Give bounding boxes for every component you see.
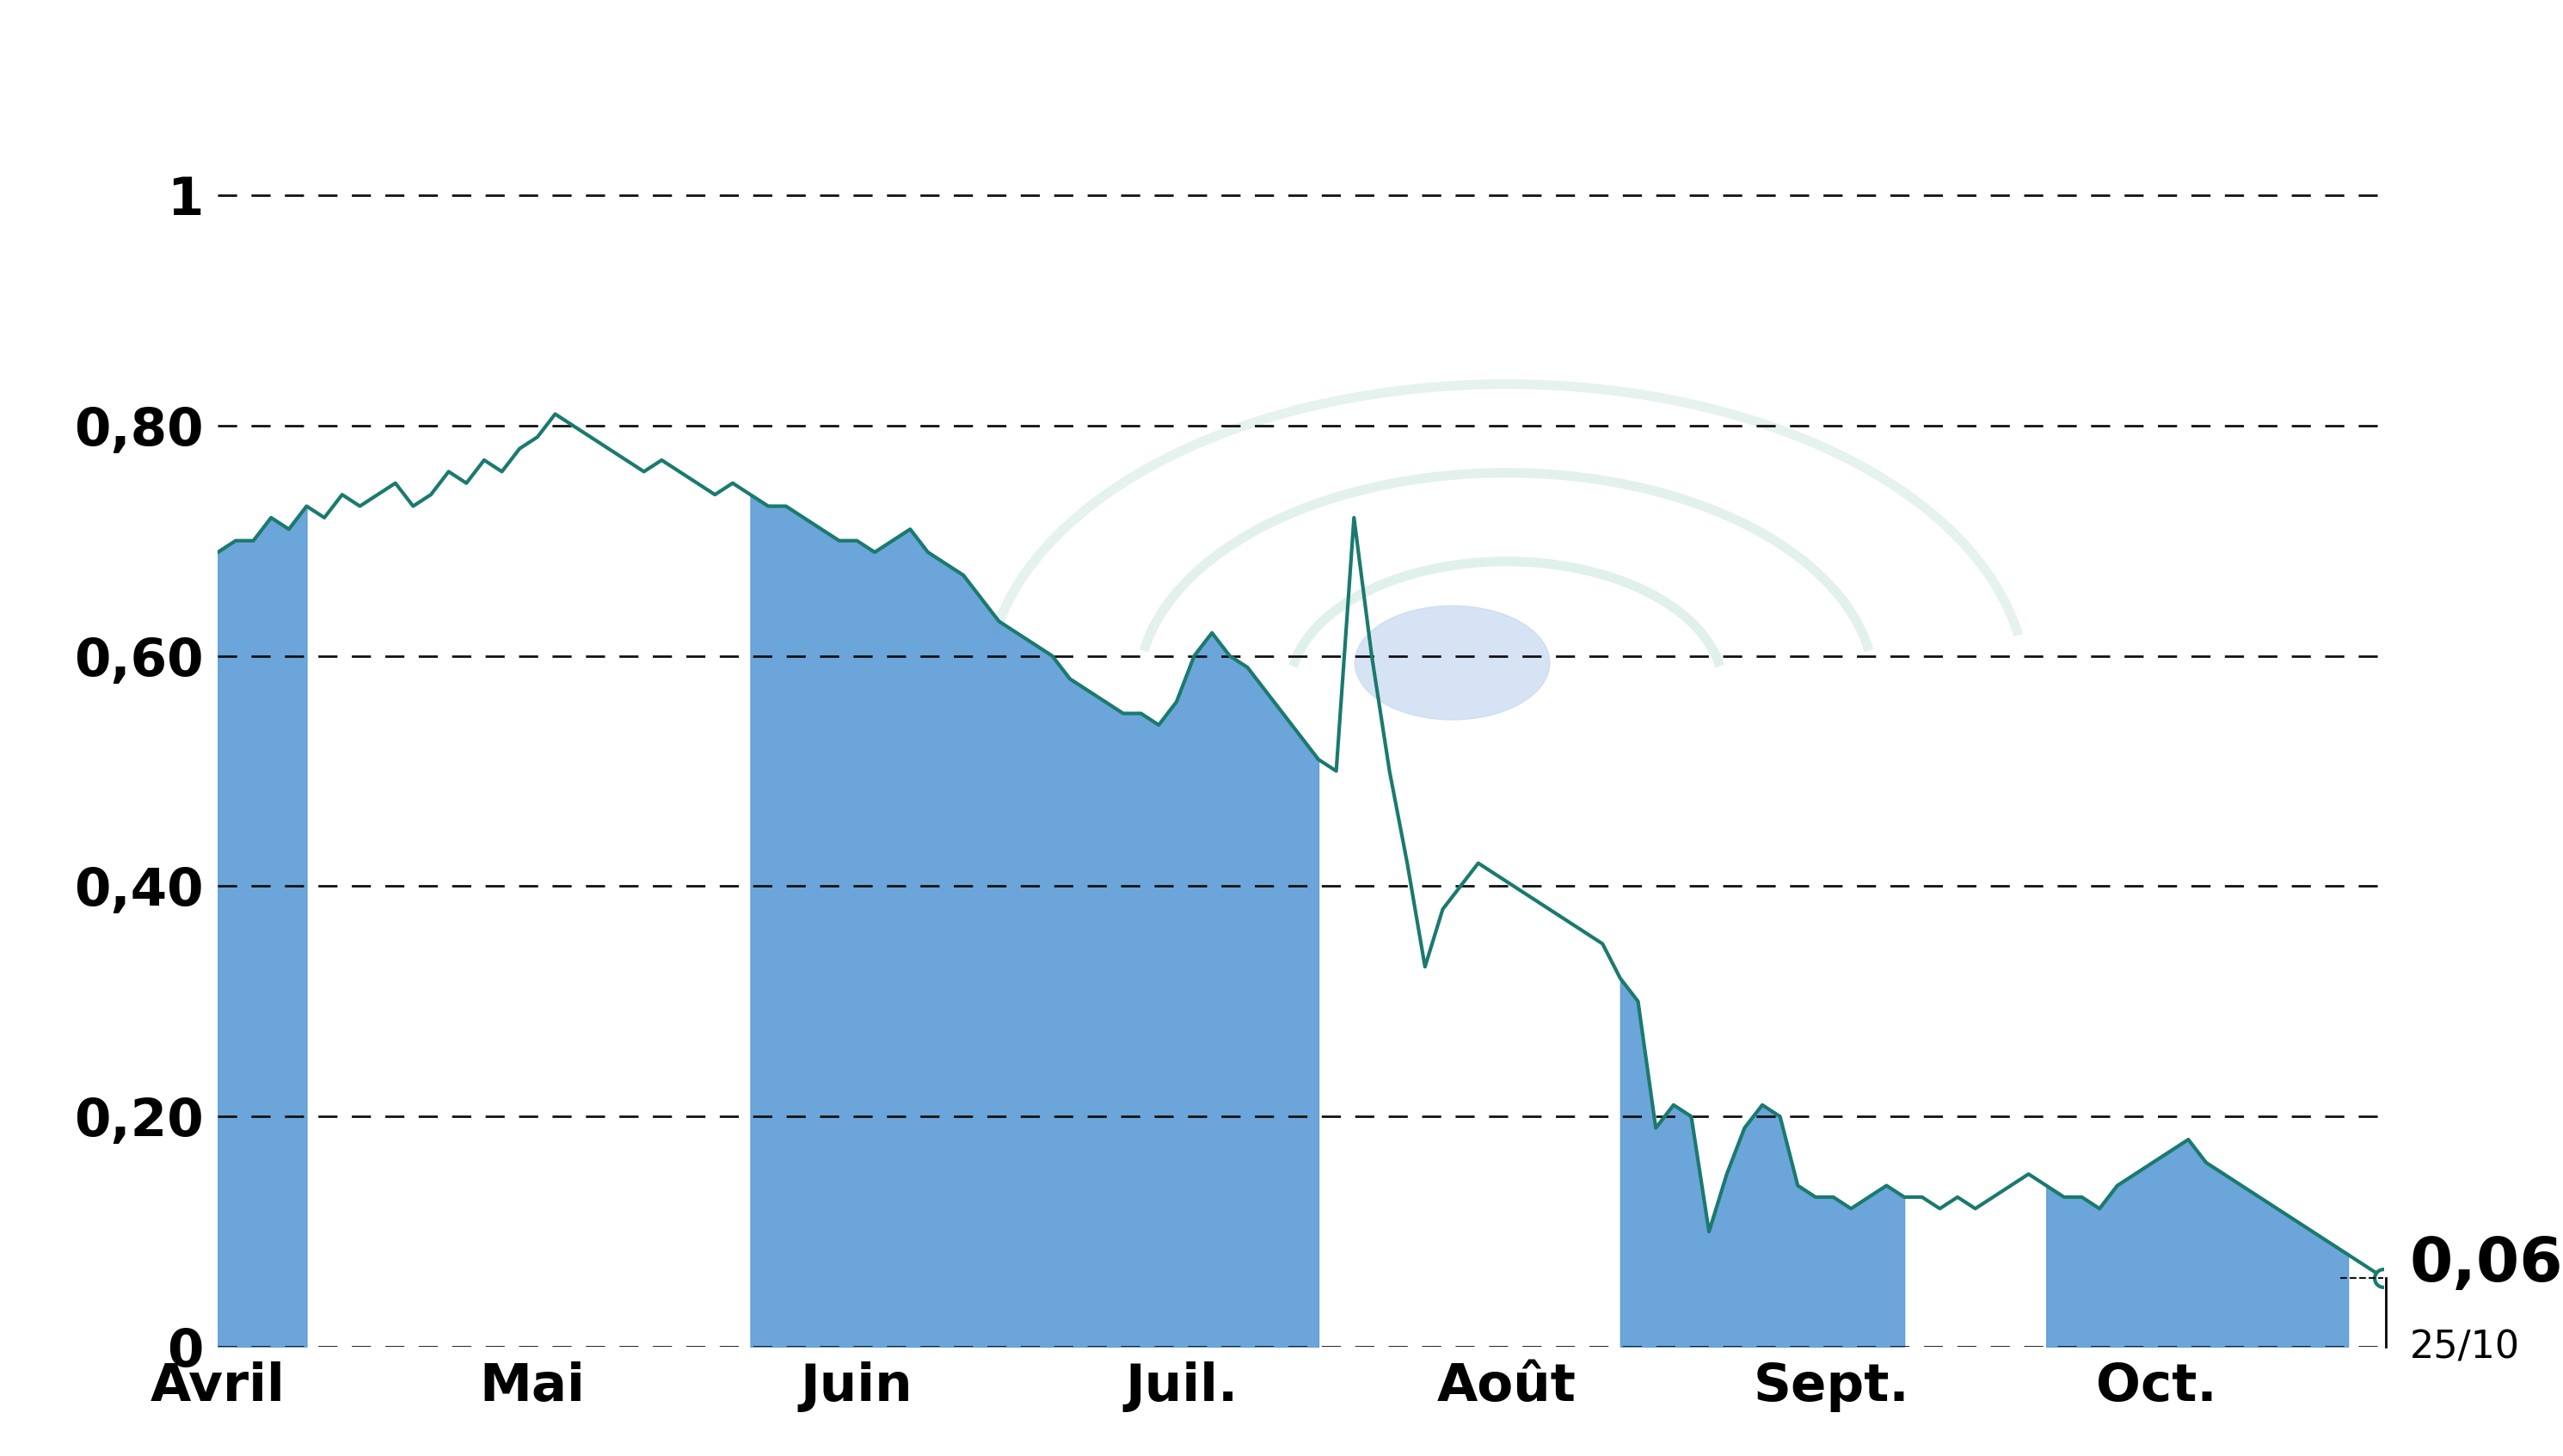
Text: Vicinity Motor Corp.: Vicinity Motor Corp.: [677, 23, 1886, 130]
Text: 0,06: 0,06: [2409, 1235, 2563, 1294]
Circle shape: [1356, 606, 1551, 719]
Text: 25/10: 25/10: [2409, 1329, 2519, 1366]
